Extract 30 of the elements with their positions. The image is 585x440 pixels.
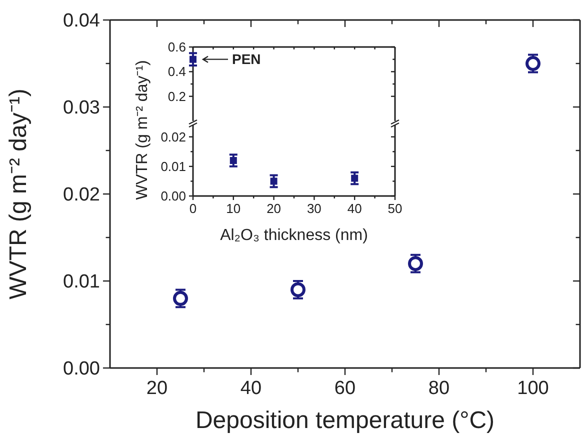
y-tick-label: 0.00 bbox=[160, 188, 186, 204]
x-tick-label: 0 bbox=[189, 201, 197, 216]
y-tick-label: 0.01 bbox=[63, 272, 100, 293]
x-tick-label: 20 bbox=[266, 201, 282, 216]
x-tick-label: 100 bbox=[517, 378, 549, 399]
y-tick-label: 0.00 bbox=[63, 358, 100, 380]
y-tick-label: 0.02 bbox=[160, 129, 186, 144]
point bbox=[408, 256, 423, 272]
y-tick-label: 0.02 bbox=[63, 184, 100, 206]
point bbox=[526, 56, 540, 71]
x-tick-label: 50 bbox=[388, 201, 402, 216]
y-tick-label: 0.01 bbox=[160, 158, 186, 174]
x-tick-label: 20 bbox=[146, 378, 168, 399]
y-tick-label: 0.2 bbox=[168, 88, 186, 104]
x-tick-label: 60 bbox=[334, 378, 356, 399]
x-tick-label: 80 bbox=[428, 378, 450, 399]
y-axis-title: WVTR (g m⁻² day⁻¹) bbox=[5, 88, 32, 300]
y-tick-label: 0.04 bbox=[63, 10, 100, 32]
x-tick-label: 30 bbox=[306, 201, 322, 216]
y-axis-title: WVTR (g m⁻² day⁻¹) bbox=[134, 60, 151, 200]
y-tick-label: 0.03 bbox=[63, 98, 100, 119]
y-tick-label: 0.4 bbox=[168, 64, 186, 80]
x-tick-label: 40 bbox=[347, 201, 362, 216]
annotation: PEN bbox=[232, 51, 261, 68]
x-axis-title: Al₂O₃ thickness (nm) bbox=[220, 227, 368, 244]
point bbox=[173, 290, 188, 306]
x-tick-label: 10 bbox=[226, 201, 241, 216]
x-axis-title: Deposition temperature (°C) bbox=[195, 407, 495, 434]
x-tick-label: 40 bbox=[240, 378, 262, 399]
y-tick-label: 0.6 bbox=[168, 40, 186, 55]
